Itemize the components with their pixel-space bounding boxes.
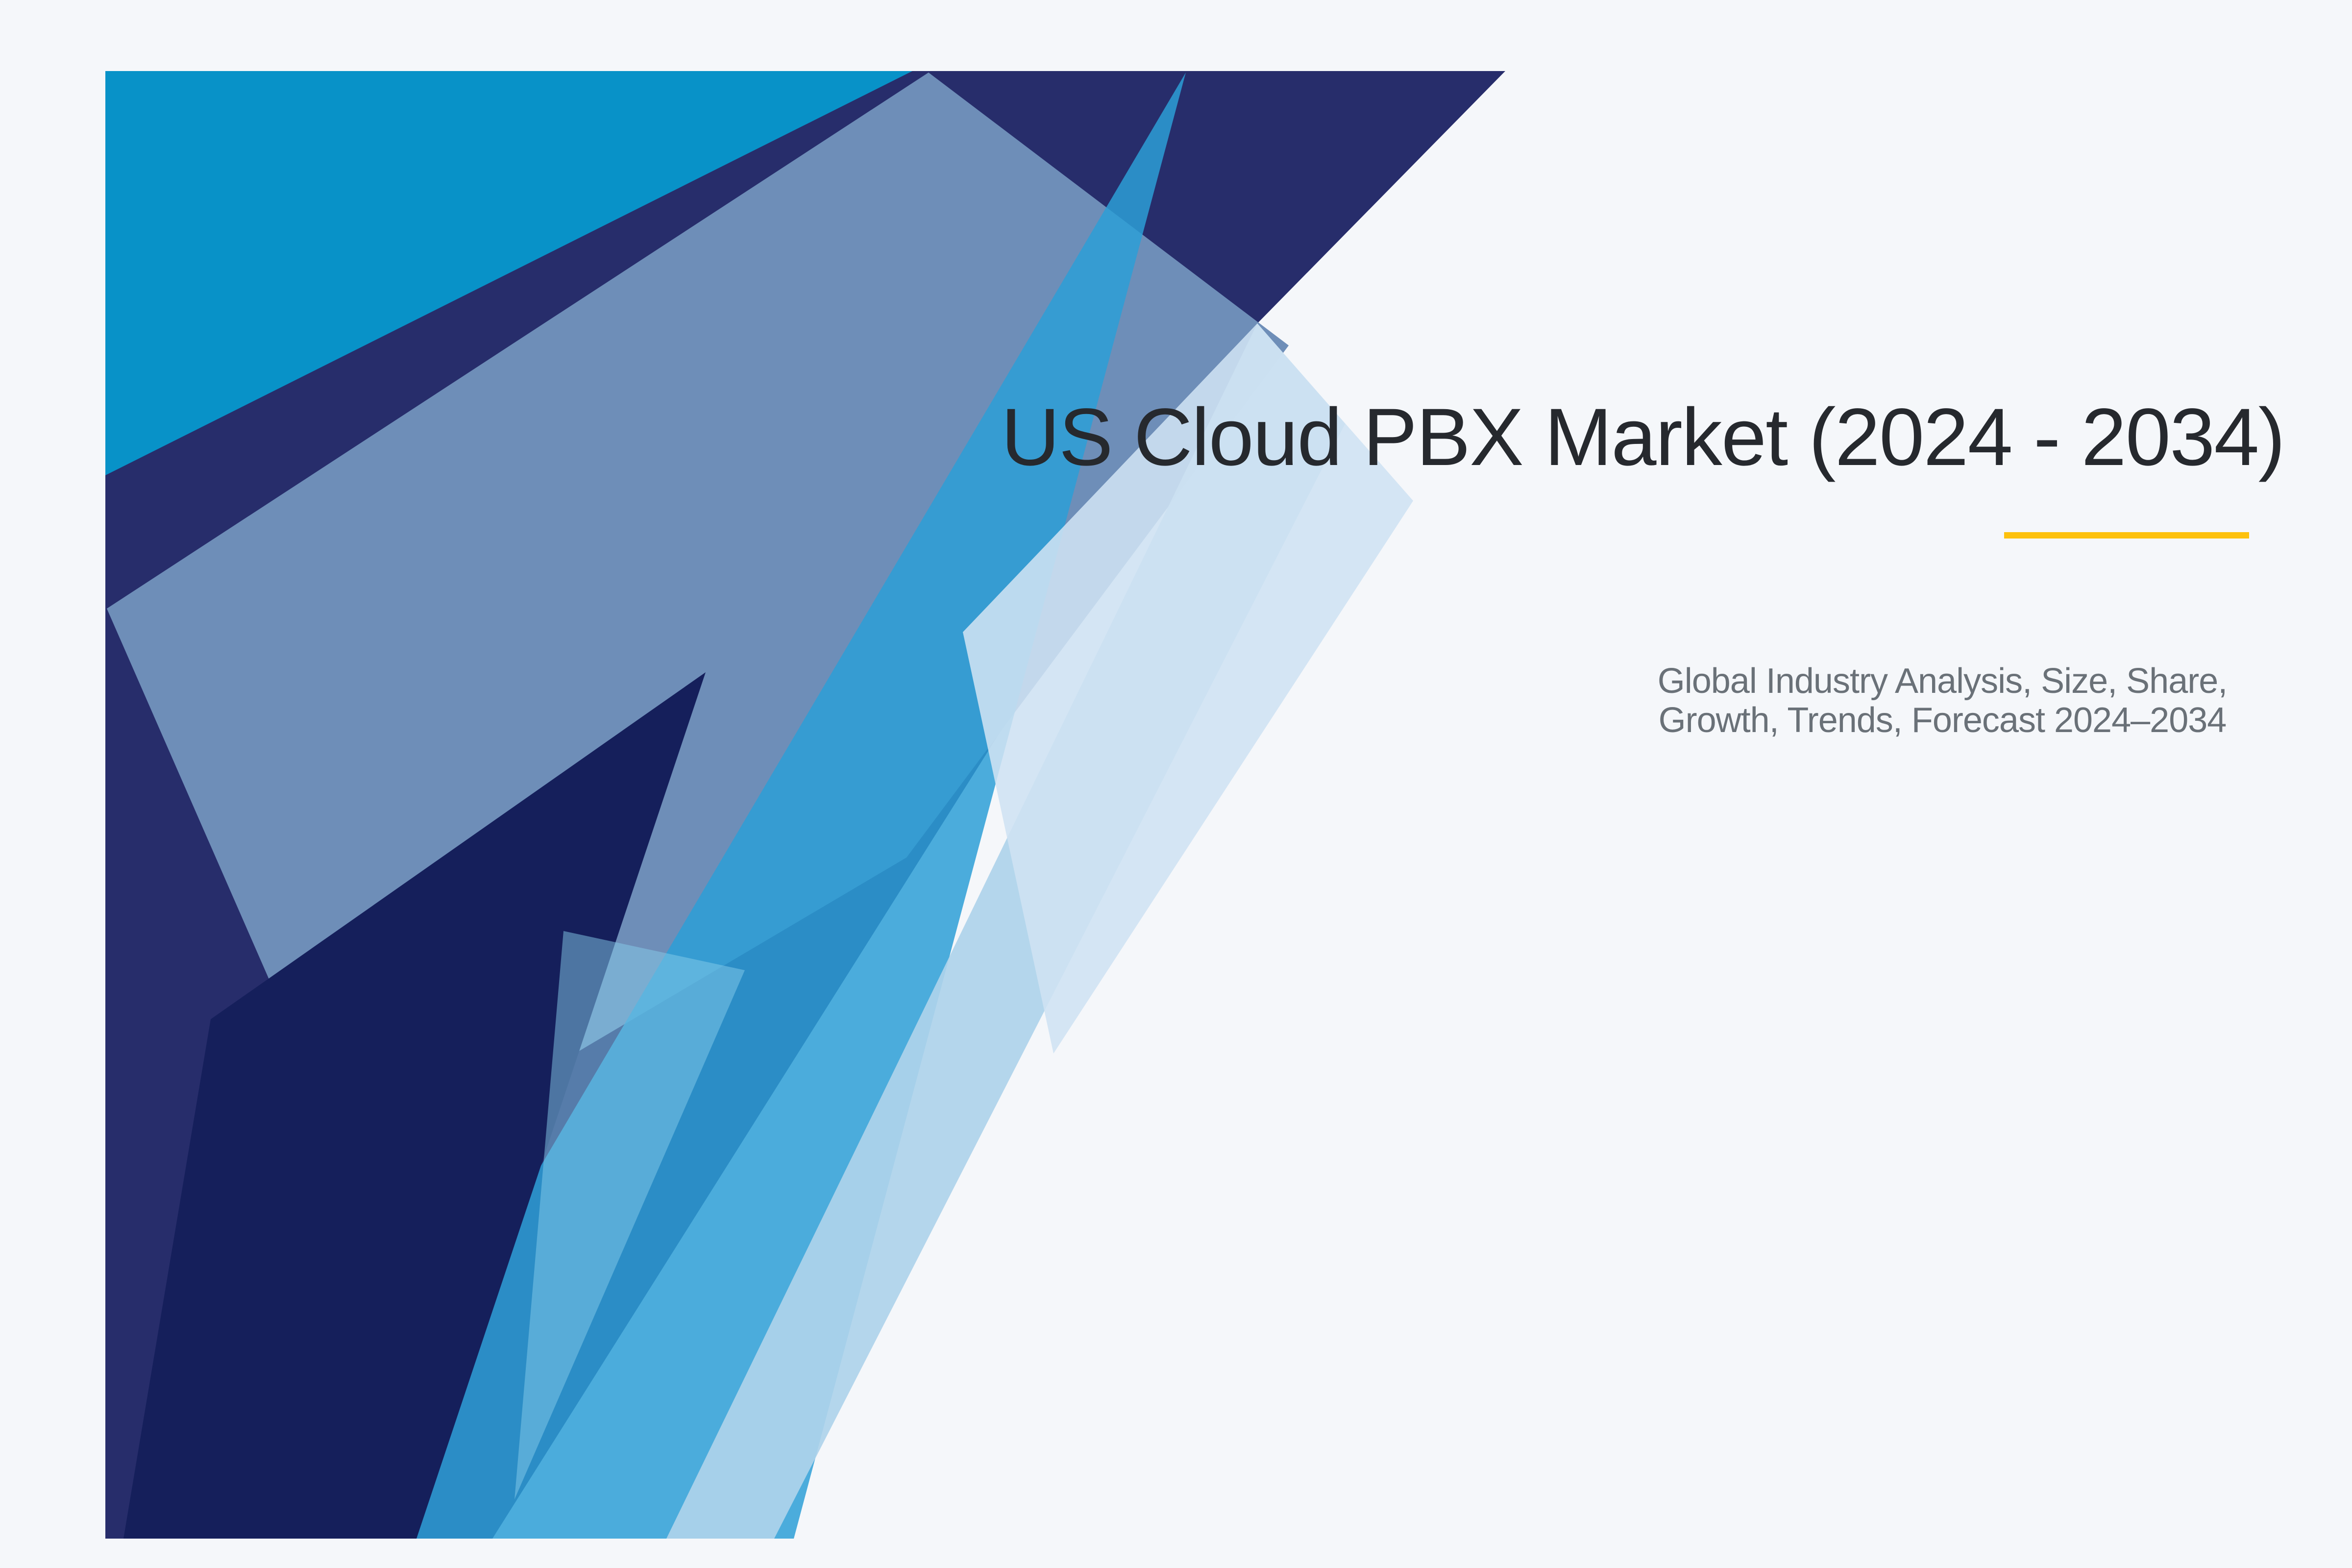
cyan-triangle — [105, 71, 912, 475]
pale-blue-diamond — [963, 323, 1413, 1054]
triangles-group — [105, 71, 1505, 1539]
title-accent-underline — [2004, 532, 2249, 539]
report-subtitle: Global Industry Analysis, Size, Share, G… — [1634, 662, 2251, 740]
sky-wedge — [514, 931, 745, 1499]
subtitle-line-1: Global Industry Analysis, Size, Share, — [1657, 662, 2228, 701]
dark-navy-spike — [123, 672, 706, 1539]
subtitle-line-2: Growth, Trends, Forecast 2024–2034 — [1658, 701, 2227, 740]
report-title: US Cloud PBX Market (2024 - 2034) — [1001, 392, 2285, 483]
